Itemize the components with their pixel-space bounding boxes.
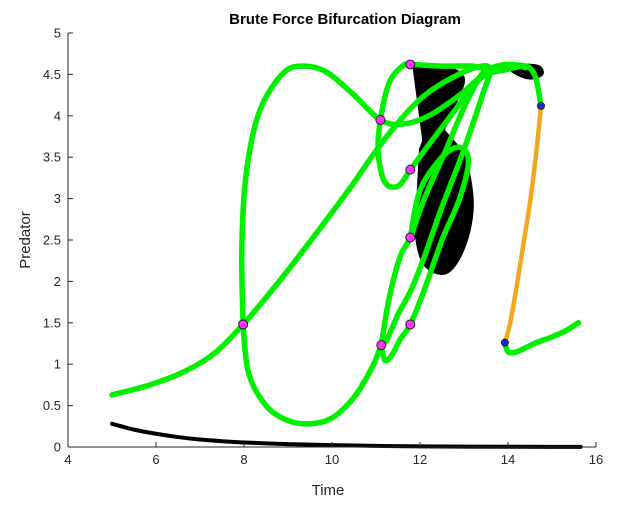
y-tick-label: 2 [54,274,61,289]
y-tick-label: 1 [54,357,61,372]
y-tick-label: 5 [54,26,61,41]
data-point-marker-4 [405,232,416,243]
x-tick-label: 12 [413,452,427,467]
data-point-marker-7 [405,59,416,70]
y-tick-label: 1.5 [43,315,61,330]
data-point-marker-3 [405,319,416,330]
series-line-green-tail [502,320,582,356]
series-line-green-loop-a [378,61,529,348]
series-line-green-main [109,63,494,398]
plot-area [109,59,583,449]
series-line-green-loop-c [375,61,494,190]
x-tick-label: 16 [589,452,603,467]
data-point-marker-5 [405,164,416,175]
data-point-marker-1 [238,319,249,330]
data-point-marker-2 [376,340,387,351]
series-line-green-loop-b [378,144,472,364]
x-tick-label: 10 [325,452,339,467]
x-tick-label: 6 [152,452,159,467]
x-tick-label: 4 [64,452,71,467]
x-tick-label: 14 [501,452,515,467]
y-tick-label: 3.5 [43,150,61,165]
data-point-marker-6 [375,114,386,125]
data-point-marker-8 [500,338,509,347]
series-line-green-loop-d [407,63,524,173]
chart-title: Brute Force Bifurcation Diagram [229,11,461,28]
series-line-orange-branch [502,103,544,345]
y-tick-label: 0.5 [43,398,61,413]
axes: 4 6 8 10 12 14 16 0 0.5 1 1.5 2 2.5 3 3.5 4 4.5 5 [43,26,603,468]
x-axis-label: Time [312,482,345,499]
y-axis-label: Predator [17,211,34,269]
data-point-marker-9 [537,101,545,110]
y-tick-label: 0 [54,440,61,455]
y-tick-label: 4.5 [43,67,61,82]
series-line-green-lower-loop [240,321,385,427]
y-tick-label: 4 [54,108,61,123]
x-tick-label: 8 [240,452,247,467]
y-tick-label: 3 [54,191,61,206]
y-tick-label: 2.5 [43,233,61,248]
